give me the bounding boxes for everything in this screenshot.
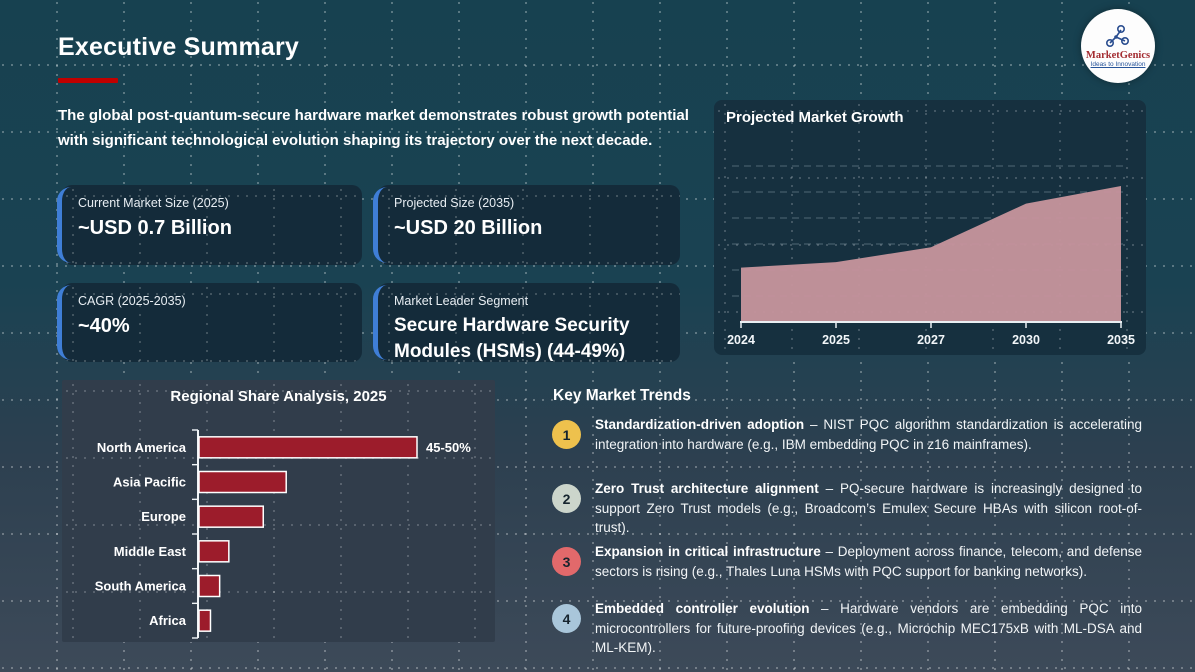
bar-data-label: 45-50% — [426, 440, 471, 455]
market-growth-area-chart: 2024 2025 2027 2030 2035 — [727, 165, 1135, 347]
trend-lead: Expansion in critical infrastructure — [595, 544, 821, 559]
x-tick-label: 2024 — [727, 333, 755, 347]
title-underline-bar — [58, 78, 118, 83]
trend-body: – NIST PQC algorithm standardization is … — [595, 417, 1142, 452]
category-label: Asia Pacific — [113, 475, 186, 490]
page-title: Executive Summary — [58, 33, 300, 61]
stat-card-label: Projected Size (2035) — [394, 196, 515, 210]
x-tick-label: 2035 — [1107, 333, 1135, 347]
molecule-icon — [1105, 24, 1129, 48]
area-series — [741, 186, 1121, 322]
stat-card-value: ~40% — [78, 315, 130, 337]
category-label: Middle East — [114, 544, 187, 559]
trend-lead: Zero Trust architecture alignment — [595, 481, 819, 496]
projected-market-growth-card: Projected Market Growth 2024 2025 2027 2030… — [714, 100, 1146, 355]
trend-item-embedded-controllers: 4 Embedded controller evolution – Hardwa… — [552, 599, 1142, 658]
stat-card-label: Current Market Size (2025) — [78, 196, 229, 210]
bar-south-america — [198, 574, 221, 598]
stat-card-label: CAGR (2025-2035) — [78, 294, 186, 308]
trend-body: – Hardware vendors are embedding PQC int… — [595, 601, 1142, 655]
trend-item-standardization: 1 Standardization-driven adoption – NIST… — [552, 415, 1142, 454]
bar-asia-pacific — [198, 470, 287, 494]
trend-text: Standardization-driven adoption – NIST P… — [595, 415, 1142, 454]
growth-chart-title: Projected Market Growth — [726, 109, 904, 126]
key-market-trends-heading: Key Market Trends — [553, 387, 691, 404]
regional-share-title: Regional Share Analysis, 2025 — [170, 388, 387, 405]
x-tick-label: 2030 — [1012, 333, 1040, 347]
bar-middle-east — [198, 540, 230, 563]
trend-body: – Deployment across finance, telecom, an… — [595, 544, 1142, 579]
stat-card-value: Secure Hardware Security Modules (HSMs) … — [394, 315, 630, 362]
category-label: South America — [95, 579, 187, 594]
trend-number-badge: 3 — [552, 547, 581, 576]
intro-paragraph: The global post-quantum-secure hardware … — [58, 107, 689, 149]
x-tick-label: 2025 — [822, 333, 850, 347]
bar-africa — [198, 609, 212, 632]
trend-text: Expansion in critical infrastructure – D… — [595, 542, 1142, 581]
bar-europe — [198, 505, 265, 528]
trend-text: Zero Trust architecture alignment – PQ-s… — [595, 479, 1142, 538]
marketgenics-logo: MarketGenics Ideas to Innovation — [1081, 9, 1155, 83]
trend-lead: Standardization-driven adoption — [595, 417, 805, 432]
category-label: Europe — [141, 509, 186, 524]
category-label: North America — [97, 440, 187, 455]
x-tick-label: 2027 — [917, 333, 945, 347]
stat-card-value: ~USD 0.7 Billion — [78, 217, 232, 239]
trend-number-badge: 2 — [552, 484, 581, 513]
stat-card-cagr: CAGR (2025-2035) ~40% — [57, 283, 362, 362]
trend-item-critical-infrastructure: 3 Expansion in critical infrastructure –… — [552, 542, 1142, 581]
trend-body: – PQ-secure hardware is increasingly des… — [595, 481, 1142, 535]
stat-card-market-leader-segment: Market Leader Segment Secure Hardware Se… — [373, 283, 680, 362]
trend-lead: Embedded controller evolution — [595, 601, 810, 616]
trend-number-badge: 4 — [552, 604, 581, 633]
logo-tagline: Ideas to Innovation — [1090, 61, 1146, 68]
category-label: Africa — [149, 613, 187, 628]
trend-text: Embedded controller evolution – Hardware… — [595, 599, 1142, 658]
trend-item-zero-trust: 2 Zero Trust architecture alignment – PQ… — [552, 479, 1142, 538]
stat-card-label: Market Leader Segment — [394, 294, 529, 308]
stat-card-value: ~USD 20 Billion — [394, 217, 543, 239]
stat-card-current-market-size: Current Market Size (2025) ~USD 0.7 Bill… — [57, 185, 362, 265]
regional-share-panel: Regional Share Analysis, 2025 North Amer… — [62, 380, 495, 642]
trend-number-badge: 1 — [552, 420, 581, 449]
stat-card-projected-size: Projected Size (2035) ~USD 20 Billion — [373, 185, 680, 265]
logo-name: MarketGenics — [1085, 50, 1151, 61]
regional-share-bar-chart: North America 45-50% Asia Pacific Europe Mid… — [95, 429, 471, 639]
bar-north-america — [198, 436, 418, 459]
